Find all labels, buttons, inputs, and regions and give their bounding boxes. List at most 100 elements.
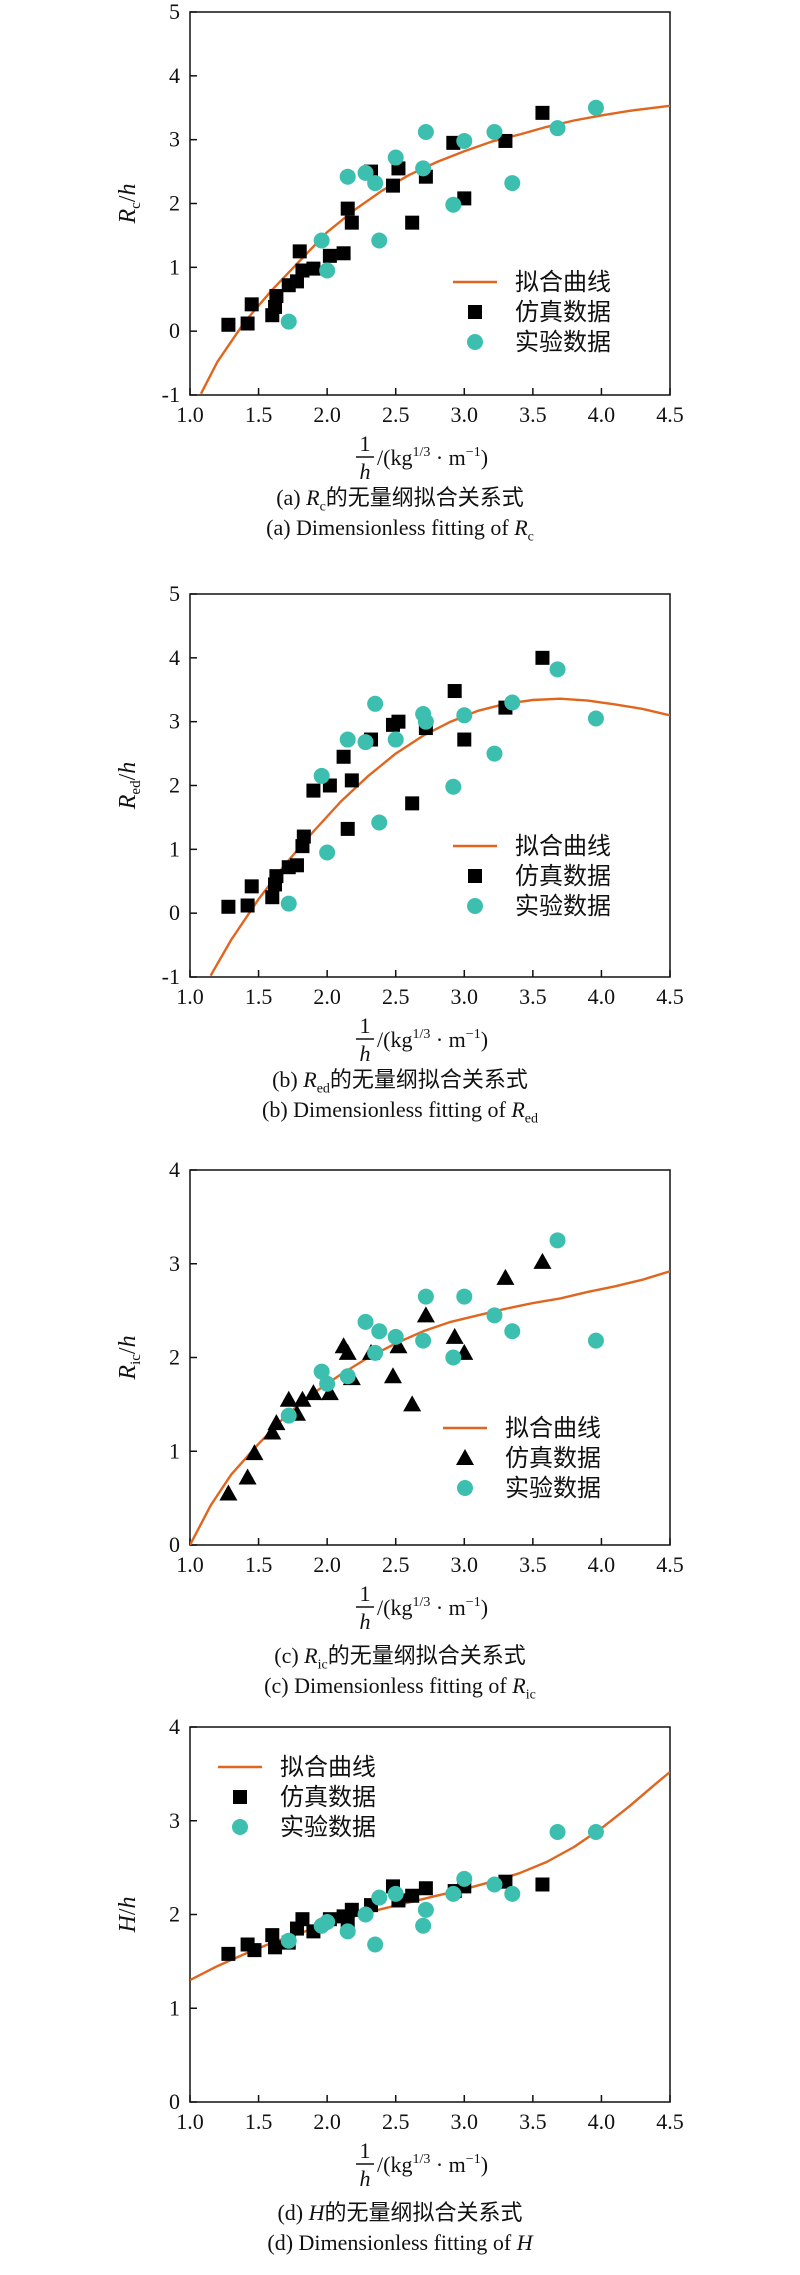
experiment-point (504, 175, 521, 192)
experiment-point (319, 1375, 336, 1392)
experiment-point (504, 694, 521, 711)
simulation-point (221, 317, 236, 332)
y-tick-label: 5 (169, 0, 180, 24)
y-tick-label: 3 (169, 709, 180, 734)
chart-svg: 1.0 1.5 2.0 2.5 3.0 3.5 4.0 4.5 -1 0 1 2 3 4 5 Rc/h 1 h /(… (115, 0, 684, 484)
simulation-point (245, 1444, 264, 1461)
simulation-point (279, 1390, 298, 1407)
x-tick-label: 4.0 (588, 402, 616, 427)
experiment-point (280, 1407, 297, 1424)
simulation-point (219, 1484, 238, 1501)
x-tick-label: 3.5 (519, 2109, 547, 2134)
y-tick-label: 4 (169, 1715, 180, 1739)
simulation-point (269, 289, 284, 304)
x-tick-label: 2.5 (382, 2109, 410, 2134)
simulation-point (498, 133, 513, 148)
y-tick-label: 1 (169, 254, 180, 279)
simulation-point (244, 297, 259, 312)
y-tick-label: 0 (169, 318, 180, 343)
simulation-point (267, 1414, 286, 1431)
legend-marker-swatch (457, 1480, 473, 1496)
experiment-point (415, 160, 432, 177)
experiment-point (387, 149, 404, 166)
x-tick-label: 4.0 (588, 984, 616, 1009)
caption-chinese: (a) Rc的无量纲拟合关系式 (276, 485, 524, 515)
legend-marker-swatch (468, 869, 482, 883)
simulation-point (244, 879, 259, 894)
simulation-point (496, 1268, 515, 1285)
experiment-point (486, 1307, 503, 1324)
x-tick-label: 4.5 (656, 402, 684, 427)
x-tick-label: 2.0 (313, 984, 341, 1009)
experiment-point (371, 232, 388, 249)
simulation-point (418, 1881, 433, 1896)
y-tick-label: 3 (169, 127, 180, 152)
simulation-point (221, 899, 236, 914)
legend-label: 拟合曲线 (505, 1415, 601, 1442)
simulation-point (304, 1384, 323, 1401)
experiment-point (313, 1363, 330, 1380)
simulation-point (416, 1306, 435, 1323)
x-tick-label: 2.0 (313, 2109, 341, 2134)
chart-panel-a: 1.0 1.5 2.0 2.5 3.0 3.5 4.0 4.5 -1 0 1 2 3 4 5 Rc/h 1 h /(… (0, 0, 800, 560)
simulation-point (268, 299, 283, 314)
simulation-point (289, 274, 304, 289)
legend-label: 拟合曲线 (515, 269, 611, 296)
legend-label: 仿真数据 (280, 1784, 376, 1811)
x-tick-label: 2.0 (313, 1552, 341, 1577)
experiment-point (486, 124, 503, 141)
experiment-point (280, 313, 297, 330)
x-tick-label: 1.0 (176, 1552, 204, 1577)
caption-english: (c) Dimensionless fitting of Ric (264, 1673, 536, 1703)
x-label-numerator: 1 (360, 2138, 371, 2163)
simulation-point (295, 1912, 310, 1927)
experiment-point (445, 778, 462, 795)
x-label-denominator: h (360, 459, 371, 480)
simulation-point (292, 244, 307, 259)
y-tick-label: -1 (162, 964, 180, 989)
experiment-point (339, 1368, 356, 1385)
x-tick-label: 3.0 (451, 2109, 479, 2134)
simulation-point (247, 1943, 262, 1958)
simulation-point (344, 1902, 359, 1917)
experiment-point (357, 734, 374, 751)
y-tick-label: 1 (169, 1438, 180, 1463)
y-tick-label: 0 (169, 900, 180, 925)
experiment-point (417, 1901, 434, 1918)
legend-marker-swatch (467, 898, 483, 914)
simulation-point (336, 246, 351, 261)
x-tick-label: 1.0 (176, 402, 204, 427)
simulation-point (405, 1888, 420, 1903)
x-label-unit: /(kg1/3 · m−1) (377, 2152, 488, 2177)
experiment-point (357, 1906, 374, 1923)
experiment-point (387, 1328, 404, 1345)
simulation-point (295, 263, 310, 278)
experiment-point (456, 1288, 473, 1305)
simulation-point (535, 105, 550, 120)
simulation-point (293, 1390, 312, 1407)
x-tick-label: 1.5 (245, 1552, 273, 1577)
legend-marker-swatch (468, 305, 482, 319)
experiment-point (387, 731, 404, 748)
experiment-point (445, 196, 462, 213)
legend-marker-swatch (467, 334, 483, 350)
x-tick-label: 1.5 (245, 984, 273, 1009)
x-tick-label: 4.0 (588, 1552, 616, 1577)
y-tick-label: 4 (169, 645, 180, 670)
chart-panel-c: 1.0 1.5 2.0 2.5 3.0 3.5 4.0 4.5 0 1 2 3 4 Ric/h 1 h/(kg… (0, 1157, 800, 1718)
simulation-point (447, 684, 462, 699)
experiment-point (486, 745, 503, 762)
simulation-point (403, 1395, 422, 1412)
experiment-point (313, 767, 330, 784)
legend-marker-swatch (232, 1819, 248, 1835)
x-label-numerator: 1 (360, 431, 371, 456)
experiment-point (367, 1344, 384, 1361)
experiment-point (371, 814, 388, 831)
legend-marker-swatch (456, 1449, 474, 1465)
caption-chinese: (d) H的无量纲拟合关系式 (277, 2200, 523, 2226)
simulation-point (535, 1877, 550, 1892)
y-tick-label: 0 (169, 1532, 180, 1557)
simulation-point (457, 191, 472, 206)
simulation-point (405, 215, 420, 230)
